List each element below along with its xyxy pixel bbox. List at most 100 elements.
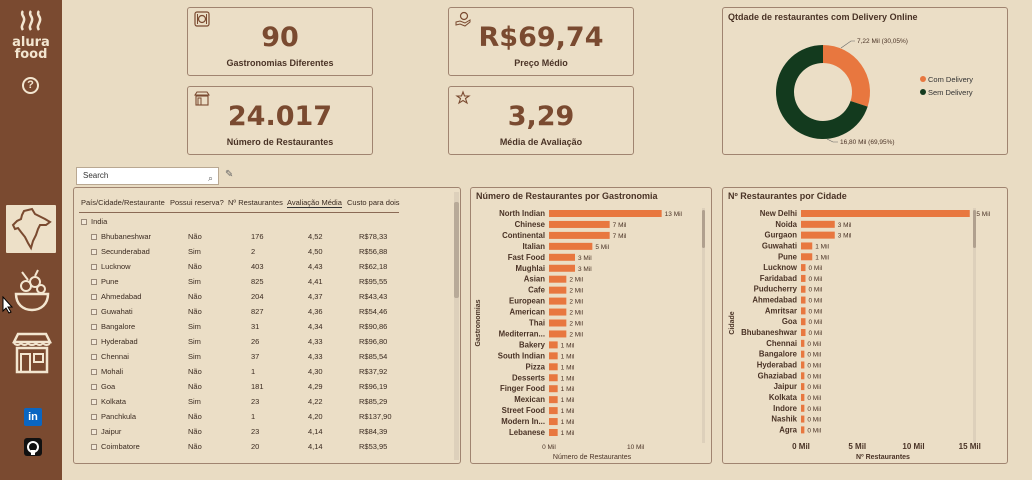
table-row[interactable]: Lucknow Não 403 4,43 R$62,18 [74, 259, 404, 274]
bar[interactable] [549, 352, 558, 360]
bar[interactable] [801, 210, 970, 217]
header-custo[interactable]: Custo para dois [347, 198, 400, 207]
expand-icon[interactable] [91, 414, 97, 420]
bar[interactable] [801, 383, 805, 391]
expand-icon[interactable] [91, 264, 97, 270]
cidade-bar-chart[interactable]: Nº Restaurantes por Cidade New Delhi 15 Mi… [723, 188, 1009, 465]
bar[interactable] [549, 385, 558, 393]
bar[interactable] [801, 296, 806, 304]
table-row[interactable]: Hyderabad Sim 26 4,33 R$96,80 [74, 334, 404, 349]
header-local[interactable]: País/Cidade/Restaurante [81, 198, 165, 207]
table-row[interactable]: Secunderabad Sim 2 4,50 R$56,88 [74, 244, 404, 259]
bar[interactable] [549, 220, 610, 228]
bar[interactable] [549, 396, 558, 404]
bar[interactable] [801, 415, 805, 423]
bar[interactable] [801, 253, 813, 261]
bar[interactable] [801, 329, 806, 337]
search-input[interactable]: Search ⌕ [76, 167, 219, 185]
bar[interactable] [801, 285, 806, 293]
nav-restaurants[interactable] [8, 330, 56, 378]
bar[interactable] [549, 429, 558, 436]
github-icon[interactable] [24, 438, 42, 456]
bar[interactable] [801, 231, 835, 239]
bar[interactable] [801, 307, 806, 315]
bar[interactable] [801, 372, 805, 380]
bar[interactable] [549, 374, 558, 382]
bar[interactable] [549, 330, 567, 338]
bar[interactable] [801, 426, 805, 434]
bar[interactable] [549, 210, 662, 217]
table-row[interactable]: Panchkula Não 1 4,20 R$137,90 [74, 409, 404, 424]
expand-icon[interactable] [91, 294, 97, 300]
table-scrollbar-thumb[interactable] [454, 202, 459, 298]
nav-india-map[interactable] [6, 205, 56, 253]
expand-icon[interactable] [91, 429, 97, 435]
table-row[interactable]: Coimbatore Não 20 4,14 R$53,95 [74, 439, 404, 454]
donut-slice[interactable] [776, 45, 868, 139]
chart-scrollbar-thumb[interactable] [973, 210, 976, 248]
header-reserva[interactable]: Possui reserva? [170, 198, 224, 207]
clear-filter-icon[interactable]: ✎ [225, 169, 234, 180]
expand-icon[interactable] [91, 309, 97, 315]
expand-icon[interactable] [91, 249, 97, 255]
expand-icon[interactable] [91, 384, 97, 390]
nav-food[interactable] [8, 268, 56, 316]
table-scrollbar[interactable] [454, 192, 459, 460]
bar[interactable] [801, 264, 806, 272]
legend-label[interactable]: Com Delivery [928, 75, 973, 84]
header-avaliacao[interactable]: Avaliação Média [287, 198, 342, 208]
bar[interactable] [549, 275, 567, 283]
donut-slice[interactable] [823, 45, 870, 107]
bar[interactable] [801, 404, 805, 412]
chart-scrollbar[interactable] [973, 208, 976, 443]
bar[interactable] [801, 220, 835, 228]
collapse-icon[interactable] [81, 219, 87, 225]
table-row[interactable]: Bhubaneshwar Não 176 4,52 R$78,33 [74, 229, 404, 244]
chart-scrollbar-thumb[interactable] [702, 210, 705, 248]
bar[interactable] [801, 274, 806, 282]
bar[interactable] [549, 286, 567, 294]
delivery-donut-chart[interactable]: 7,22 Mil (30,05%) 16,80 Mil (69,95%) Com D… [723, 8, 1009, 156]
bar[interactable] [549, 363, 558, 371]
bar[interactable] [801, 242, 813, 250]
bar[interactable] [549, 319, 567, 327]
chart-scrollbar[interactable] [702, 208, 705, 443]
bar[interactable] [549, 407, 558, 415]
table-row[interactable]: Jaipur Não 23 4,14 R$84,39 [74, 424, 404, 439]
bar[interactable] [801, 393, 805, 401]
header-num-restaurantes[interactable]: Nº Restaurantes [228, 198, 283, 207]
bar[interactable] [549, 297, 567, 305]
table-group-row[interactable]: India [74, 214, 404, 229]
help-icon[interactable]: ? [22, 77, 39, 94]
bar[interactable] [801, 339, 805, 347]
expand-icon[interactable] [91, 354, 97, 360]
table-row[interactable]: Chennai Sim 37 4,33 R$85,54 [74, 349, 404, 364]
bar[interactable] [549, 264, 575, 272]
alura-food-logo[interactable]: alura food [8, 10, 54, 61]
bar[interactable] [549, 242, 593, 250]
table-row[interactable]: Kolkata Sim 23 4,22 R$85,29 [74, 394, 404, 409]
table-row[interactable]: Guwahati Não 827 4,36 R$54,46 [74, 304, 404, 319]
bar[interactable] [549, 341, 558, 349]
expand-icon[interactable] [91, 369, 97, 375]
search-icon[interactable]: ⌕ [207, 173, 213, 183]
expand-icon[interactable] [91, 279, 97, 285]
bar[interactable] [549, 418, 558, 426]
table-row[interactable]: Goa Não 181 4,29 R$96,19 [74, 379, 404, 394]
bar[interactable] [549, 253, 575, 261]
linkedin-icon[interactable]: in [24, 408, 42, 426]
table-row[interactable]: Mohali Não 1 4,30 R$37,92 [74, 364, 404, 379]
bar[interactable] [801, 350, 805, 358]
bar[interactable] [801, 318, 806, 326]
expand-icon[interactable] [91, 339, 97, 345]
table-row[interactable]: Ahmedabad Não 204 4,37 R$43,43 [74, 289, 404, 304]
table-row[interactable]: Bangalore Sim 31 4,34 R$90,86 [74, 319, 404, 334]
table-row[interactable]: Pune Sim 825 4,41 R$95,55 [74, 274, 404, 289]
expand-icon[interactable] [91, 324, 97, 330]
legend-label[interactable]: Sem Delivery [928, 88, 973, 97]
expand-icon[interactable] [91, 234, 97, 240]
bar[interactable] [801, 361, 805, 369]
bar[interactable] [549, 231, 610, 239]
bar[interactable] [549, 308, 567, 316]
expand-icon[interactable] [91, 444, 97, 450]
